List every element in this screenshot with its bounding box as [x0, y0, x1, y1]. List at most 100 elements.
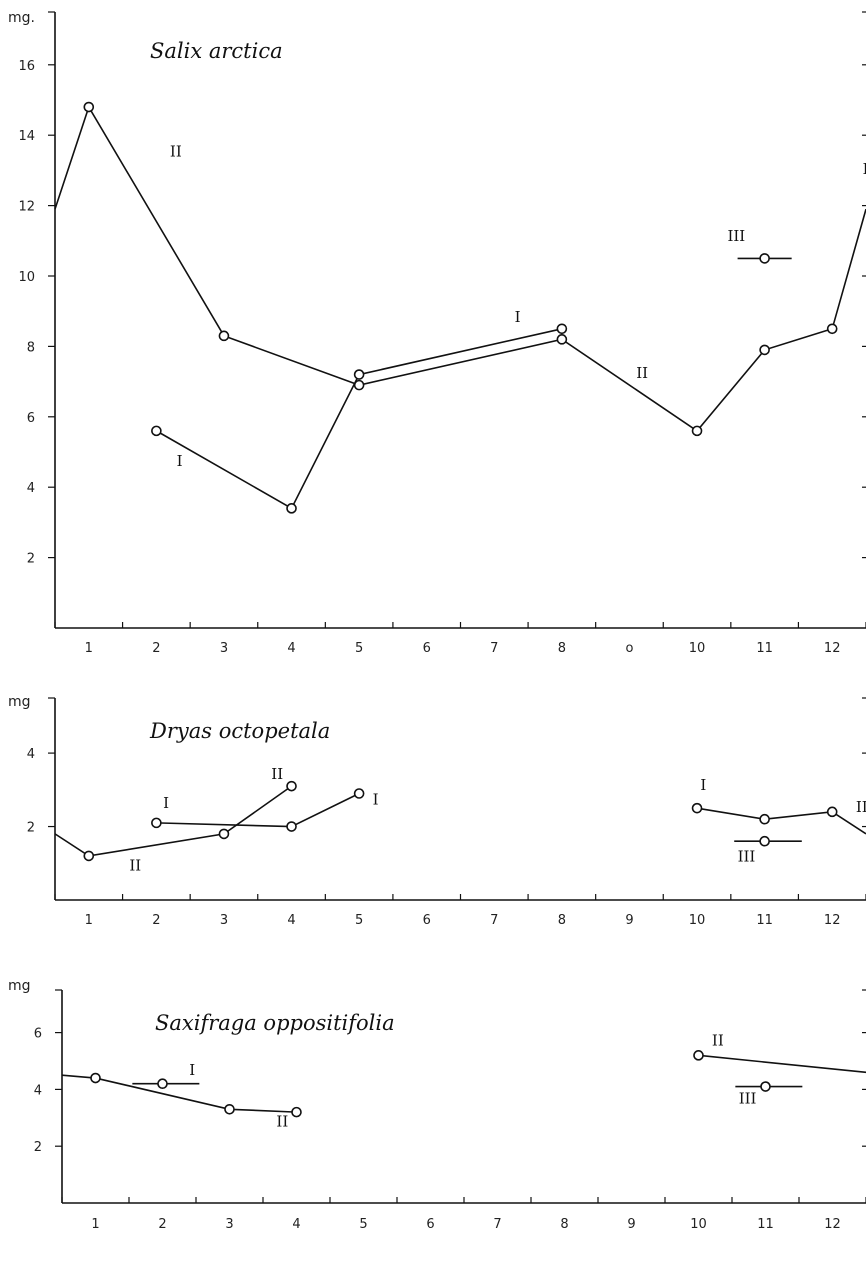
chart-2-x-tick-label: 12 [824, 913, 841, 928]
chart-2-series-annotation: I [373, 791, 379, 809]
chart-2-series-II-point [83, 850, 95, 862]
chart-1-y-tick-label: 16 [18, 59, 35, 74]
chart-2-series-I-point [691, 802, 703, 814]
chart-1-x-tick-label: 2 [152, 641, 160, 656]
chart-1-x-tick-label: 5 [355, 641, 363, 656]
chart-1-y-tick-label: 6 [27, 411, 35, 426]
chart-1-y-tick-label: 14 [18, 129, 35, 144]
chart-1-y-tick-label: 10 [18, 270, 35, 285]
chart-3-x-tick-label: 6 [426, 1217, 434, 1232]
chart-3-series-II-line [61, 1074, 297, 1113]
chart-3-series-annotation: III [739, 1090, 757, 1108]
chart-3-series-annotation: II [276, 1112, 288, 1130]
chart-3-y-tick-label: 2 [34, 1140, 42, 1155]
chart-1-series-I-point [353, 369, 365, 380]
chart-2-series-annotation: II [129, 857, 141, 875]
chart-1-series-II-point [556, 334, 568, 345]
chart-1-x-tick-label: 10 [689, 641, 706, 656]
chart-3-series-I-point [157, 1078, 168, 1090]
chart-1-x-tick-label: 7 [490, 641, 498, 656]
chart-3-x-tick-label: 3 [225, 1217, 233, 1232]
chart-2-series-annotation: III [738, 847, 756, 865]
chart-1-y-tick-label: 8 [27, 340, 35, 355]
chart-2-y-tick-label: 4 [27, 747, 35, 762]
chart-2-x-tick-label: 3 [220, 913, 228, 928]
chart-3-series-annotation: I [189, 1061, 195, 1079]
chart-1-series-I-line [155, 328, 563, 510]
chart-1-title: Salix arctica [150, 39, 283, 63]
chart-1-x-tick-label: 1 [85, 641, 93, 656]
chart-1-series-annotation: II [170, 142, 182, 160]
chart-2-series-I-point [286, 821, 297, 832]
chart-1-x-tick-label: 3 [220, 641, 228, 656]
chart-1-x-tick-label: 12 [824, 641, 841, 656]
chart-2-series-II-point [218, 828, 230, 840]
chart-1-series-annotation: I [177, 452, 183, 470]
chart-2-x-tick-label: 9 [625, 913, 633, 928]
chart-2-x-tick-label: 7 [490, 913, 498, 928]
chart-2-x-tick-label: 11 [756, 913, 773, 928]
chart-3-series-II-point [224, 1103, 235, 1115]
chart-3-series-II-line [698, 1054, 866, 1074]
chart-1-series-II-point [759, 344, 770, 356]
chart-2-series-I-point [353, 788, 365, 799]
chart-2-series-I-line [696, 807, 866, 835]
chart-3-x-tick-label: 1 [91, 1217, 99, 1232]
chart-2-x-tick-label: 5 [355, 913, 363, 928]
chart-1-series-I-point [556, 323, 568, 335]
chart-3-y-tick-label: 4 [34, 1083, 42, 1098]
chart-1-x-tick-label: 11 [756, 641, 773, 656]
chart-2-series-annotation: II [271, 765, 283, 783]
chart-1-y-tick-label: 2 [27, 552, 35, 567]
chart-3-x-tick-label: 8 [560, 1217, 568, 1232]
chart-2-series-III-point [759, 835, 770, 847]
chart-1-series-annotation: III [727, 227, 745, 245]
chart-3-series-III-point [760, 1081, 771, 1092]
chart-1-series-annotation: II [636, 364, 648, 382]
chart-2-x-tick-label: 1 [85, 913, 93, 928]
chart-3-series-annotation: II [712, 1031, 724, 1049]
chart-3-series-II-point [291, 1106, 302, 1118]
chart-2-series-annotation: I [163, 794, 169, 812]
chart-1-series-annotation: I [515, 308, 521, 326]
chart-3-series-II-point [693, 1050, 704, 1061]
chart-2-x-tick-label: 2 [152, 913, 160, 928]
chart-2-series-annotation: I [700, 776, 706, 794]
chart-1-series-annotation: II [863, 160, 866, 178]
chart-2-x-tick-label: 8 [558, 913, 566, 928]
chart-2-series-I-point [759, 813, 770, 825]
chart-3-x-tick-label: 12 [824, 1217, 841, 1232]
chart-1-series-II-point [218, 330, 230, 342]
chart-3-series-II-point [90, 1072, 101, 1084]
chart-1-unit-label: mg. [8, 10, 35, 26]
chart-3-x-tick-label: 2 [158, 1217, 166, 1232]
chart-1-x-tick-label: 6 [423, 641, 431, 656]
chart-3-title: Saxifraga oppositifolia [155, 1011, 395, 1035]
chart-2-series-II-point [286, 780, 297, 792]
chart-1-y-tick-label: 4 [27, 481, 35, 496]
chart-2-series-I-point [151, 817, 162, 829]
chart-1-series-II-point [826, 323, 838, 335]
chart-1-series-II-point [691, 425, 703, 437]
chart-3-x-tick-label: 5 [359, 1217, 367, 1232]
chart-1-x-tick-label: 4 [287, 641, 295, 656]
chart-2-x-tick-label: 6 [423, 913, 431, 928]
chart-1-series-III-point [759, 253, 770, 264]
chart-2-x-tick-label: 10 [689, 913, 706, 928]
chart-1-y-tick-label: 12 [18, 200, 35, 215]
chart-3-y-tick-label: 6 [34, 1027, 42, 1042]
chart-3-x-tick-label: 10 [690, 1217, 707, 1232]
chart-2-series-I-point [826, 806, 838, 818]
chart-3-x-tick-label: 11 [757, 1217, 774, 1232]
chart-3-x-tick-label: 7 [493, 1217, 501, 1232]
chart-1-x-tick-label: 8 [558, 641, 566, 656]
chart-2-unit-label: mg [8, 694, 31, 710]
chart-2-y-tick-label: 2 [27, 821, 35, 836]
chart-3-x-tick-label: 9 [627, 1217, 635, 1232]
chart-2-title: Dryas octopetala [149, 719, 330, 743]
chart-3-unit-label: mg [8, 978, 31, 994]
chart-3-x-tick-label: 4 [292, 1217, 300, 1232]
chart-2-x-tick-label: 4 [287, 913, 295, 928]
chart-2-series-II-line [54, 785, 293, 857]
